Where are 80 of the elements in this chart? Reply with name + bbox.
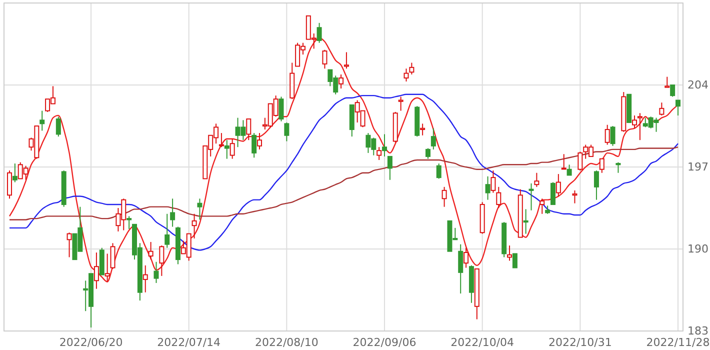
candlestick <box>382 134 388 157</box>
candlestick <box>490 170 496 194</box>
candlestick <box>572 190 578 204</box>
x-tick-label: 2022/08/10 <box>254 336 318 349</box>
candlestick <box>344 52 349 70</box>
candlestick <box>224 140 230 160</box>
candlestick <box>159 244 164 276</box>
candlestick <box>485 176 490 200</box>
candlestick <box>230 138 235 160</box>
candlestick <box>148 241 154 260</box>
candlestick <box>507 244 512 262</box>
candlestick <box>142 264 148 293</box>
candlestick <box>556 174 561 197</box>
candlestick <box>425 148 430 160</box>
candlestick <box>284 122 290 142</box>
candlestick <box>246 118 252 141</box>
candlestick <box>257 132 262 150</box>
candlestick <box>578 151 583 172</box>
candlestick <box>566 164 572 176</box>
x-tick-label: 2022/10/31 <box>548 336 612 349</box>
candlestick <box>464 247 469 268</box>
candlestick <box>316 22 322 44</box>
x-tick-label: 2022/10/04 <box>450 336 514 349</box>
x-tick-label: 2022/07/14 <box>157 336 221 349</box>
candlestick <box>632 114 638 129</box>
candlestick <box>616 162 621 174</box>
candlestick <box>94 252 99 290</box>
candlestick <box>610 126 616 146</box>
candlestick <box>192 213 197 239</box>
candlestick <box>170 198 176 228</box>
y-tick-label: 183 <box>688 324 708 338</box>
candlestick <box>676 100 680 116</box>
candlestick <box>659 102 664 116</box>
x-tick-label: 2022/09/06 <box>352 336 416 349</box>
candlestick <box>534 172 540 188</box>
candlestick <box>604 124 610 146</box>
candlestick <box>550 182 556 205</box>
candlestick <box>218 132 224 148</box>
y-tick-label: 190 <box>688 242 708 256</box>
candlestick <box>528 182 534 211</box>
y-tick-label: 197 <box>688 160 708 174</box>
candlestick <box>197 198 202 220</box>
candlestick <box>376 146 382 160</box>
candlestick <box>164 213 170 248</box>
candlestick <box>398 96 404 112</box>
line-series <box>8 94 679 251</box>
candlestick <box>512 253 518 268</box>
candlestick <box>594 170 599 200</box>
y-tick-label: 204 <box>688 78 708 92</box>
candlestick <box>561 154 566 170</box>
candlestick <box>104 253 110 282</box>
candlestick <box>409 62 414 75</box>
candlestick <box>496 186 502 208</box>
candlestick <box>404 68 409 82</box>
candlestick <box>664 76 670 88</box>
candlestick <box>56 116 61 138</box>
candlestick <box>540 198 545 214</box>
candlestick <box>430 128 436 150</box>
candlestick <box>436 162 442 180</box>
candlestick <box>322 49 328 70</box>
x-tick-label: 2022/06/20 <box>59 336 123 349</box>
candlestick <box>523 208 528 234</box>
candlestick <box>126 216 132 230</box>
x-tick-label: 2022/11/28 <box>646 336 710 349</box>
candlestick <box>458 244 464 294</box>
candlestick <box>420 123 426 136</box>
candlestick <box>278 96 284 122</box>
candlestick <box>338 74 344 90</box>
candlestick <box>387 156 392 180</box>
candlestick <box>154 261 159 284</box>
candlestick <box>12 162 18 183</box>
candlestick <box>110 242 116 270</box>
candlestick <box>7 170 12 200</box>
candlestick <box>40 110 45 132</box>
candlestick <box>599 158 604 174</box>
candlestick <box>252 132 257 158</box>
candlestick <box>66 232 72 258</box>
candlestick <box>637 112 642 141</box>
candlestick <box>442 186 447 208</box>
candlestick <box>670 84 676 98</box>
